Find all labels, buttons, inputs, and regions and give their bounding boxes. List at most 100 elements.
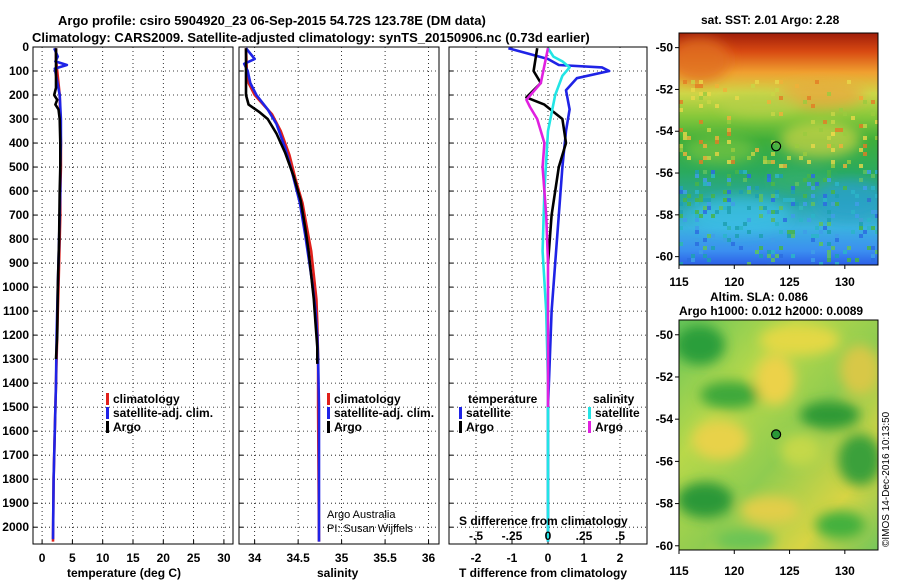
- sst-pixel: [847, 160, 851, 164]
- sst-pixel: [831, 132, 835, 136]
- sst-pixel: [683, 198, 687, 202]
- sst-pixel: [847, 246, 851, 250]
- sst-pixel: [815, 234, 819, 238]
- sst-pixel: [695, 190, 699, 194]
- sst-pixel: [735, 96, 739, 100]
- depth-tick-label: 500: [9, 160, 29, 174]
- sst-pixel: [775, 210, 779, 214]
- sst-pixel: [703, 206, 707, 210]
- sst-pixel: [819, 262, 823, 265]
- sst-pixel: [831, 148, 835, 152]
- sst-pixel: [743, 222, 747, 226]
- sst-pixel: [759, 254, 763, 258]
- sst-pixel: [859, 148, 863, 152]
- sst-pixel: [843, 132, 847, 136]
- sst-map: sat. SST: 2.01 Argo: 2.28 -50-52-54-56-5…: [656, 13, 879, 289]
- legend-temp-satellite: satellite: [466, 406, 511, 420]
- sst-pixel: [679, 214, 683, 218]
- s-difference-axis-title: S difference from climatology: [459, 514, 628, 528]
- lon-tick-label: 125: [780, 275, 800, 289]
- sst-pixel: [827, 222, 831, 226]
- x-tick-label: 30: [217, 551, 231, 565]
- sst-pixel: [703, 238, 707, 242]
- sst-pixel: [707, 92, 711, 96]
- sst-pixel: [791, 254, 795, 258]
- depth-tick-label: 600: [9, 184, 29, 198]
- sst-pixel: [839, 144, 843, 148]
- sst-pixel: [827, 144, 831, 148]
- sst-pixel: [731, 242, 735, 246]
- lat-tick-label: -56: [656, 454, 674, 468]
- legend-argo: Argo: [334, 420, 362, 434]
- sst-pixel: [827, 258, 831, 262]
- depth-tick-label: 100: [9, 64, 29, 78]
- sst-pixel: [875, 250, 878, 254]
- depth-tick-label: 1400: [2, 376, 29, 390]
- depth-tick-label: 1900: [2, 496, 29, 510]
- sst-pixel: [803, 230, 807, 234]
- sst-pixel: [771, 194, 775, 198]
- sst-pixel: [779, 254, 783, 258]
- salinity-grid: [239, 46, 439, 544]
- sst-pixel: [803, 202, 807, 206]
- sst-pixel: [679, 262, 683, 265]
- sst-pixel: [727, 160, 731, 164]
- sst-pixel: [811, 194, 815, 198]
- sst-pixel: [739, 246, 743, 250]
- sst-pixel: [795, 144, 799, 148]
- sst-pixel: [811, 104, 815, 108]
- sst-pixel: [771, 250, 775, 254]
- sst-pixel: [735, 226, 739, 230]
- sst-pixel: [747, 262, 751, 265]
- sst-pixel: [727, 210, 731, 214]
- t-difference-axis-labels: -2 -1 0 1 2: [471, 551, 624, 565]
- sst-pixel: [723, 190, 727, 194]
- sst-pixel: [679, 226, 683, 230]
- sst-pixel: [787, 230, 791, 234]
- sla-texture: [679, 325, 878, 550]
- depth-tick-label: 1800: [2, 472, 29, 486]
- s-diff-tick-label: .5: [615, 529, 625, 543]
- s-diff-tick-label: 0: [545, 529, 552, 543]
- temperature-axis-title: temperature (deg C): [67, 566, 181, 580]
- sst-pixel: [731, 156, 735, 160]
- sst-pixel: [831, 214, 835, 218]
- legend-argo: Argo: [113, 420, 141, 434]
- x-tick-label: -1: [507, 551, 518, 565]
- difference-panel: -2 -1 0 1 2 -.5 -.25 0 .25 .5 S difference from …: [448, 46, 648, 580]
- sst-pixel: [835, 128, 839, 132]
- difference-lines: [508, 46, 611, 542]
- sla-map-title: Altim. SLA: 0.086: [710, 290, 808, 304]
- sst-pixel: [815, 80, 819, 84]
- sst-pixel: [727, 238, 731, 242]
- sst-pixel: [835, 194, 839, 198]
- sst-pixel: [767, 250, 771, 254]
- sst-pixel: [803, 100, 807, 104]
- sst-pixel: [703, 144, 707, 148]
- sst-pixel: [683, 136, 687, 140]
- sst-pixel: [715, 136, 719, 140]
- sst-pixel: [775, 80, 779, 84]
- sst-pixel: [687, 194, 691, 198]
- lon-tick-label: 125: [780, 564, 800, 578]
- sst-pixel: [767, 178, 771, 182]
- sst-pixel: [779, 230, 783, 234]
- sst-pixel: [695, 174, 699, 178]
- sst-pixel: [859, 222, 863, 226]
- x-tick-label: 2: [617, 551, 624, 565]
- sst-pixel: [695, 214, 699, 218]
- sst-pixel: [779, 164, 783, 168]
- sst-pixel: [727, 116, 731, 120]
- sst-pixel: [791, 198, 795, 202]
- legend-swatch-climatology: [106, 393, 109, 405]
- sst-pixel: [711, 214, 715, 218]
- sst-pixel: [759, 206, 763, 210]
- sst-pixel: [871, 92, 875, 96]
- sst-pixel: [823, 202, 827, 206]
- sst-pixel: [807, 218, 811, 222]
- sst-pixel: [711, 234, 715, 238]
- sst-pixel: [851, 230, 855, 234]
- salinity-lines: [242, 47, 321, 542]
- depth-tick-label: 1500: [2, 400, 29, 414]
- sst-pixel: [831, 120, 835, 124]
